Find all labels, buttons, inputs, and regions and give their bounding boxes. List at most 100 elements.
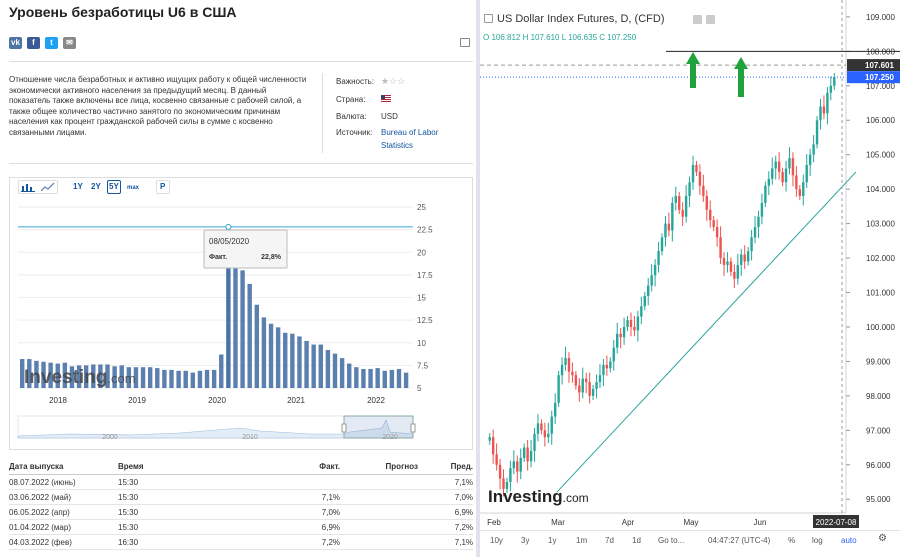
- data-bar: [119, 365, 124, 388]
- range-1m-button[interactable]: 1m: [576, 536, 588, 545]
- candle-body: [771, 168, 774, 179]
- candle-body: [602, 364, 605, 376]
- price-tick-label: 96.000: [866, 461, 891, 470]
- p-button[interactable]: P: [160, 182, 166, 191]
- y-tick-label: 10: [417, 339, 426, 348]
- percent-toggle[interactable]: %: [788, 536, 796, 545]
- vk-share-icon[interactable]: vk: [9, 37, 22, 49]
- data-bar: [140, 367, 146, 388]
- candle-body: [750, 237, 753, 252]
- currency-label: Валюта:: [336, 112, 367, 121]
- high-price-badge: [847, 59, 900, 72]
- close-icon[interactable]: [706, 15, 715, 24]
- previous-value: 7,1%: [418, 534, 473, 550]
- data-bar: [126, 367, 132, 388]
- bar-chart-icon[interactable]: [21, 182, 35, 192]
- release-date: 06.05.2022 (апр): [9, 504, 118, 520]
- hover-marker: [225, 223, 232, 230]
- p-button-box: [156, 180, 170, 194]
- data-bar: [332, 353, 338, 388]
- price-tick-label: 95.000: [866, 495, 891, 504]
- candle-body: [736, 264, 740, 279]
- candle-body: [540, 423, 543, 431]
- auto-toggle[interactable]: auto: [841, 536, 857, 545]
- goto-button[interactable]: Go to...: [658, 536, 685, 545]
- candle-body: [798, 189, 802, 197]
- data-bar: [155, 368, 160, 388]
- candle-body: [777, 161, 781, 172]
- y-tick-label: 20: [417, 248, 426, 257]
- email-share-icon[interactable]: ✉: [63, 37, 76, 49]
- source-link[interactable]: Bureau of Labor: [381, 128, 439, 137]
- candle-body: [829, 85, 833, 93]
- range-max-button[interactable]: max: [127, 185, 140, 191]
- dxy-candlestick-chart[interactable]: 95.000 96.000 97.000 98.000 99.000 100.000 101…: [480, 0, 900, 530]
- range-1d-button[interactable]: 1d: [632, 536, 641, 545]
- candle-body: [502, 478, 505, 489]
- line-chart-icon[interactable]: [41, 182, 55, 192]
- panel-separator[interactable]: [476, 0, 480, 557]
- candle-body: [560, 364, 564, 376]
- previous-value: 7,1%: [418, 474, 473, 490]
- range-10y-button[interactable]: 10y: [490, 536, 503, 545]
- data-bar: [91, 364, 96, 388]
- range-7d-button[interactable]: 7d: [605, 536, 614, 545]
- log-toggle[interactable]: log: [812, 536, 823, 545]
- price-tick-label: 105.000: [866, 151, 895, 160]
- gear-icon[interactable]: ⚙: [878, 533, 887, 544]
- source-link-line2[interactable]: Statistics: [381, 141, 414, 150]
- facebook-share-icon[interactable]: f: [27, 37, 40, 49]
- candle-body: [833, 77, 836, 86]
- col-time[interactable]: Время: [118, 459, 288, 475]
- twitter-share-icon[interactable]: t: [45, 37, 58, 49]
- col-actual[interactable]: Факт.: [288, 459, 340, 475]
- print-icon[interactable]: [460, 38, 470, 47]
- table-row: 04.03.2022 (фев) 16:30 7,2% 7,1%: [9, 534, 473, 550]
- arrow-shaft: [738, 69, 744, 97]
- data-bar: [403, 372, 409, 388]
- indicator-description: Отношение числа безработных и активно ищ…: [9, 75, 307, 137]
- price-tick-label: 99.000: [866, 357, 891, 366]
- candle-body: [536, 423, 540, 434]
- data-bar: [297, 336, 302, 388]
- data-bar: [133, 367, 139, 388]
- data-bar: [183, 370, 188, 388]
- col-forecast[interactable]: Прогноз: [340, 459, 418, 475]
- price-tick-label: 102.000: [866, 254, 895, 263]
- page-title: Уровень безработицы U6 в США: [9, 4, 237, 20]
- col-previous[interactable]: Пред.: [418, 459, 473, 475]
- data-bar: [226, 226, 231, 388]
- bottom-toolbar: [480, 530, 900, 557]
- range-1y-button[interactable]: 1Y: [73, 182, 83, 191]
- col-release-date[interactable]: Дата выпуска: [9, 459, 118, 475]
- range-1y-button[interactable]: 1y: [548, 536, 557, 545]
- tooltip-label: Факт.: [209, 254, 227, 261]
- data-bar: [375, 368, 380, 388]
- candle-body: [740, 254, 743, 265]
- data-bar: [48, 362, 53, 388]
- candle-body: [584, 378, 588, 383]
- candle-body: [688, 182, 691, 197]
- data-bar: [396, 368, 402, 388]
- arrow-head: [686, 52, 700, 64]
- settings-icon[interactable]: [693, 15, 702, 24]
- candle-body: [695, 165, 698, 172]
- price-tick-label: 97.000: [866, 426, 891, 435]
- date-badge: [813, 515, 859, 528]
- candle-body: [529, 450, 533, 462]
- x-tick-label: 2022: [367, 396, 385, 405]
- release-time: 15:30: [118, 519, 288, 535]
- data-bar: [233, 241, 238, 388]
- range-2y-button[interactable]: 2Y: [91, 182, 101, 191]
- range-3y-button[interactable]: 3y: [521, 536, 530, 545]
- candle-body: [826, 92, 829, 114]
- collapse-icon[interactable]: [484, 14, 493, 23]
- candle-body: [784, 168, 788, 183]
- data-bar: [368, 368, 373, 388]
- candle-body: [543, 430, 547, 438]
- range-5y-button[interactable]: 5Y: [109, 182, 119, 191]
- navigator-handle-right: [410, 423, 416, 433]
- candle-body: [729, 261, 733, 272]
- chart-container: [9, 177, 473, 450]
- data-bar: [254, 304, 260, 388]
